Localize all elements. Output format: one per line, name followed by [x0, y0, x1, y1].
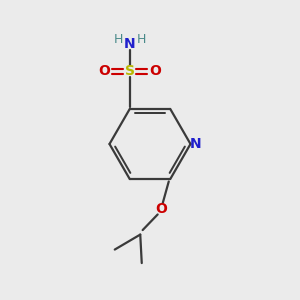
Text: N: N — [190, 137, 202, 151]
Text: S: S — [125, 64, 135, 78]
Text: N: N — [124, 38, 136, 51]
Text: H: H — [114, 32, 123, 46]
Text: O: O — [98, 64, 110, 78]
Text: O: O — [155, 202, 167, 216]
Text: H: H — [136, 32, 146, 46]
Text: O: O — [149, 64, 161, 78]
